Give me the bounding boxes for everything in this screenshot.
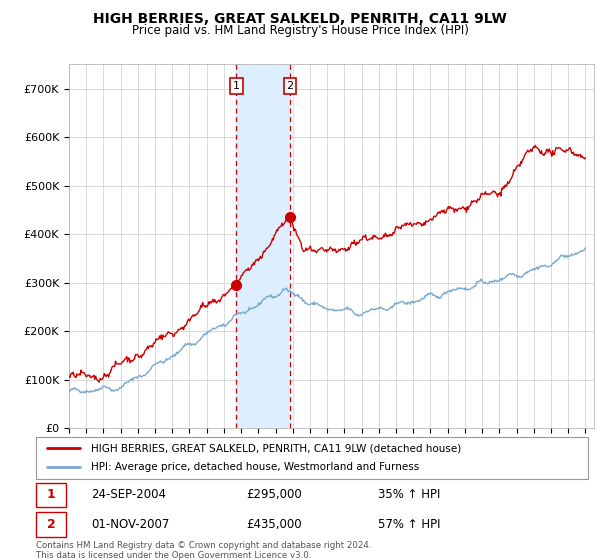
Text: 35% ↑ HPI: 35% ↑ HPI [378,488,440,501]
Text: 2: 2 [47,518,56,531]
Bar [36,512,67,536]
Text: £435,000: £435,000 [246,518,301,531]
Text: £295,000: £295,000 [246,488,302,501]
Text: Contains HM Land Registry data © Crown copyright and database right 2024.
This d: Contains HM Land Registry data © Crown c… [36,541,371,560]
Text: 57% ↑ HPI: 57% ↑ HPI [378,518,441,531]
Text: 24-SEP-2004: 24-SEP-2004 [91,488,166,501]
Text: HIGH BERRIES, GREAT SALKELD, PENRITH, CA11 9LW (detached house): HIGH BERRIES, GREAT SALKELD, PENRITH, CA… [91,443,461,453]
Text: 1: 1 [47,488,56,501]
Text: 01-NOV-2007: 01-NOV-2007 [91,518,170,531]
Bar [236,64,290,428]
Text: HIGH BERRIES, GREAT SALKELD, PENRITH, CA11 9LW: HIGH BERRIES, GREAT SALKELD, PENRITH, CA… [93,12,507,26]
Text: Price paid vs. HM Land Registry's House Price Index (HPI): Price paid vs. HM Land Registry's House … [131,24,469,37]
Bar [36,483,67,507]
Text: 1: 1 [233,81,240,91]
Text: 2: 2 [286,81,293,91]
Text: HPI: Average price, detached house, Westmorland and Furness: HPI: Average price, detached house, West… [91,463,419,473]
